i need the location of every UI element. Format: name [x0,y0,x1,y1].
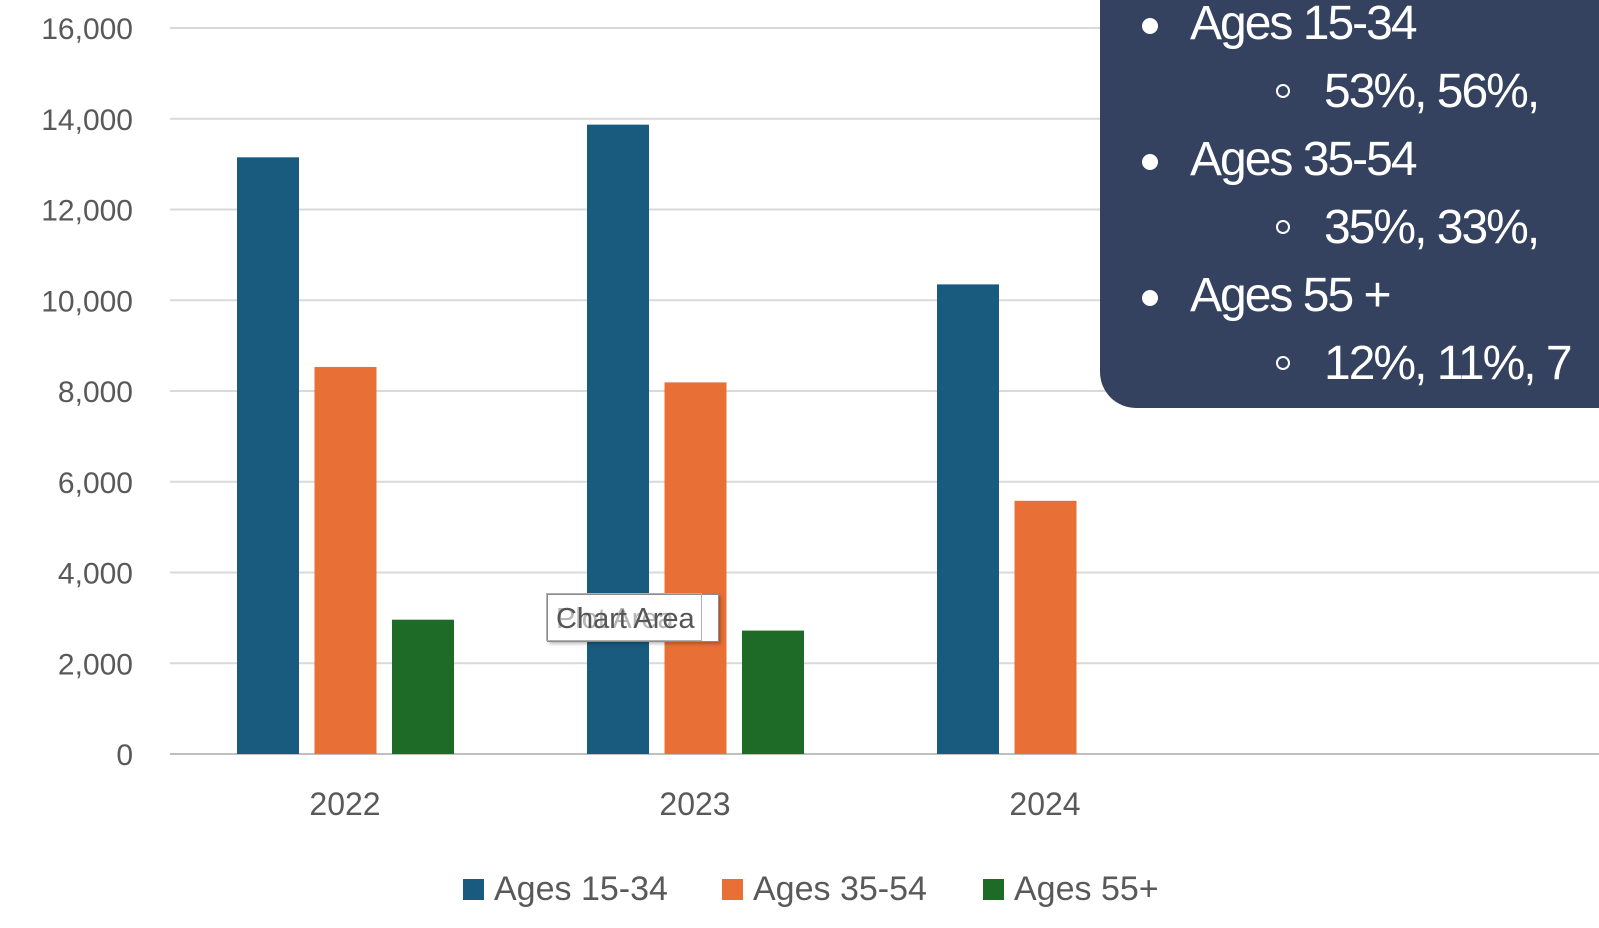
bullet-icon [1142,18,1158,34]
hollow-bullet-icon [1276,356,1290,370]
y-tick-label: 2,000 [58,648,133,681]
y-tick-label: 6,000 [58,467,133,500]
bar-2023-ages-55[interactable] [742,630,804,754]
group-label: Ages 35-54 [1190,133,1418,186]
group-values: 12%, 11%, 7 [1324,337,1573,390]
group-values: 35%, 33%, [1324,201,1540,254]
x-category-label: 2024 [1009,786,1080,822]
x-category-label: 2022 [309,786,380,822]
legend: Ages 15-34 Ages 35-54 Ages 55+ [463,870,1159,908]
group-values-35-54: 35%, 33%, [1276,200,1540,255]
y-tick-label: 14,000 [41,104,133,137]
y-axis-tick-labels: 0 2,000 4,000 6,000 8,000 10,000 12,000 14,000 1… [41,13,133,772]
bar-2024-ages-35-54[interactable] [1014,500,1077,754]
bar-2024-ages-15-34[interactable] [937,284,999,754]
y-tick-label: 16,000 [41,13,133,46]
group-values-15-34: 53%, 56%, [1276,64,1540,119]
legend-swatch [463,879,484,900]
legend-item[interactable]: Ages 15-34 [463,870,668,908]
tooltip-ghost-text: Plot Area [556,603,674,635]
age-summary-panel: Ages 15-34 53%, 56%, Ages 35-54 35%, 33%… [1100,0,1599,408]
y-tick-label: 4,000 [58,558,133,591]
bullet-icon [1142,154,1158,170]
group-item-55-plus: Ages 55 + [1142,268,1391,323]
chart-area-tooltip: Plot Area Chart Area [546,593,719,642]
y-tick-label: 12,000 [41,195,133,228]
legend-item[interactable]: Ages 55+ [983,870,1159,908]
x-axis-category-labels: 2022 2023 2024 [309,786,1080,822]
legend-label: Ages 15-34 [494,870,668,908]
legend-swatch [722,879,743,900]
legend-swatch [983,879,1004,900]
hollow-bullet-icon [1276,84,1290,98]
x-category-label: 2023 [659,786,730,822]
y-tick-label: 8,000 [58,376,133,409]
bar-2022-ages-35-54[interactable] [314,366,377,754]
group-item-35-54: Ages 35-54 [1142,132,1418,187]
hollow-bullet-icon [1276,220,1290,234]
legend-label: Ages 35-54 [753,870,927,908]
tooltip-text: Chart Area [556,603,695,635]
bar-2023-ages-35-54[interactable] [664,382,727,754]
legend-item[interactable]: Ages 35-54 [722,870,927,908]
bar-2022-ages-15-34[interactable] [237,157,299,755]
group-values-55-plus: 12%, 11%, 7 [1276,336,1573,391]
bar-2022-ages-55[interactable] [392,619,454,754]
bar-2023-ages-15-34[interactable] [587,124,649,755]
group-values: 53%, 56%, [1324,65,1540,118]
bars [237,124,1077,755]
y-tick-label: 0 [116,739,133,772]
bullet-icon [1142,290,1158,306]
group-label: Ages 15-34 [1190,0,1418,50]
y-tick-label: 10,000 [41,285,133,318]
legend-label: Ages 55+ [1014,870,1159,908]
group-label: Ages 55 + [1190,269,1391,322]
group-item-15-34: Ages 15-34 [1142,0,1418,51]
